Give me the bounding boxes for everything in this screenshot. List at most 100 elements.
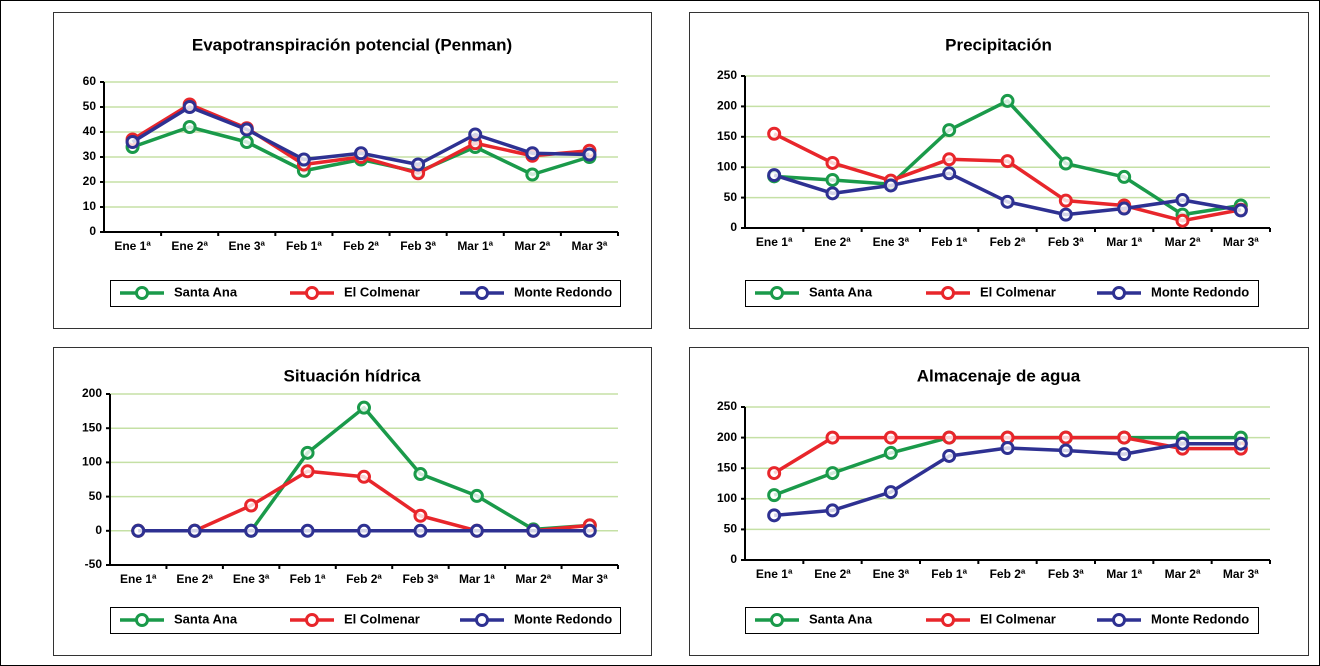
data-point bbox=[468, 127, 483, 142]
legend-marker bbox=[305, 286, 319, 300]
legend-marker bbox=[770, 613, 784, 627]
x-tick-label: Ene 3ª bbox=[873, 235, 910, 249]
legend-marker bbox=[941, 613, 955, 627]
data-point bbox=[413, 508, 428, 523]
x-tick-label: Ene 3ª bbox=[233, 572, 270, 586]
x-tick-label: Feb 2ª bbox=[346, 572, 382, 586]
y-tick-label: 20 bbox=[83, 174, 97, 188]
legend-marker bbox=[770, 286, 784, 300]
legend-marker bbox=[135, 286, 149, 300]
x-tick-label: Ene 3ª bbox=[873, 567, 910, 581]
y-tick-label: 150 bbox=[717, 129, 737, 143]
y-tick-label: 100 bbox=[82, 455, 102, 469]
data-point bbox=[825, 186, 840, 201]
legend-marker bbox=[475, 286, 489, 300]
data-point bbox=[125, 135, 140, 149]
data-point bbox=[244, 498, 259, 513]
legend-label: Monte Redondo bbox=[1151, 611, 1249, 626]
x-tick-label: Feb 3ª bbox=[403, 572, 439, 586]
legend-box bbox=[110, 280, 621, 307]
x-tick-label: Feb 2ª bbox=[343, 239, 379, 253]
data-point bbox=[1175, 213, 1190, 228]
chart-title: Precipitación bbox=[945, 35, 1052, 54]
data-point bbox=[825, 430, 840, 445]
x-tick-label: Mar 2ª bbox=[515, 572, 551, 586]
data-point bbox=[1058, 156, 1073, 171]
data-point bbox=[825, 155, 840, 170]
data-point bbox=[1117, 447, 1132, 462]
data-point bbox=[1175, 436, 1190, 451]
y-tick-label: 10 bbox=[83, 199, 97, 213]
legend-label: El Colmenar bbox=[980, 284, 1056, 299]
y-tick-label: 50 bbox=[83, 99, 97, 113]
data-point bbox=[413, 523, 428, 538]
x-tick-label: Mar 1ª bbox=[1106, 235, 1142, 249]
data-point bbox=[942, 430, 957, 445]
data-point bbox=[244, 523, 259, 538]
data-point bbox=[1117, 169, 1132, 184]
y-tick-label: -50 bbox=[85, 557, 103, 571]
data-point bbox=[296, 152, 311, 167]
data-point bbox=[582, 147, 597, 162]
x-tick-label: Ene 2ª bbox=[814, 235, 851, 249]
y-tick-label: 50 bbox=[89, 489, 103, 503]
data-point bbox=[300, 464, 315, 479]
data-point bbox=[131, 523, 146, 538]
data-point bbox=[526, 523, 541, 538]
legend-label: Santa Ana bbox=[174, 611, 238, 626]
data-point bbox=[357, 469, 371, 484]
data-point bbox=[767, 488, 782, 503]
x-tick-label: Ene 1ª bbox=[756, 567, 793, 581]
legend-label: El Colmenar bbox=[344, 611, 420, 626]
x-tick-label: Mar 2ª bbox=[1165, 567, 1201, 581]
data-point bbox=[1117, 430, 1132, 445]
data-point bbox=[942, 166, 957, 181]
legend-marker bbox=[1112, 286, 1126, 300]
x-tick-label: Ene 1ª bbox=[114, 239, 151, 253]
data-point bbox=[942, 448, 957, 463]
legend-box bbox=[110, 607, 621, 634]
data-point bbox=[182, 120, 197, 134]
legend-box bbox=[745, 280, 1259, 307]
x-tick-label: Feb 1ª bbox=[931, 235, 967, 249]
data-point bbox=[1000, 93, 1015, 108]
chart-box bbox=[53, 347, 652, 656]
x-tick-label: Feb 3ª bbox=[400, 239, 436, 253]
data-point bbox=[1058, 430, 1073, 445]
data-point bbox=[883, 430, 898, 445]
chart-box bbox=[689, 347, 1309, 656]
chart-box bbox=[689, 12, 1309, 329]
legend-label: Monte Redondo bbox=[514, 611, 612, 626]
data-point bbox=[357, 400, 371, 415]
data-point bbox=[1175, 193, 1190, 208]
y-tick-label: 0 bbox=[95, 523, 102, 537]
data-point bbox=[182, 100, 197, 114]
x-tick-label: Ene 3ª bbox=[229, 239, 266, 253]
x-tick-label: Mar 1ª bbox=[457, 239, 493, 253]
data-point bbox=[767, 168, 782, 183]
y-tick-label: 200 bbox=[717, 430, 737, 444]
x-tick-label: Mar 2ª bbox=[1165, 235, 1201, 249]
y-tick-label: 200 bbox=[82, 386, 102, 400]
y-tick-label: 150 bbox=[717, 460, 737, 474]
data-point bbox=[469, 488, 484, 503]
x-tick-label: Mar 3ª bbox=[1223, 567, 1259, 581]
data-point bbox=[883, 178, 898, 193]
x-tick-label: Mar 3ª bbox=[572, 572, 608, 586]
data-point bbox=[525, 167, 540, 182]
data-point bbox=[825, 503, 840, 518]
data-point bbox=[825, 172, 840, 187]
chart-title: Almacenaje de agua bbox=[917, 366, 1081, 385]
data-point bbox=[942, 152, 957, 167]
data-point bbox=[582, 523, 597, 538]
x-tick-label: Ene 2ª bbox=[171, 239, 208, 253]
data-point bbox=[1233, 203, 1248, 218]
chart-title: Situación hídrica bbox=[284, 366, 422, 385]
data-point bbox=[767, 466, 782, 481]
x-tick-label: Ene 2ª bbox=[814, 567, 851, 581]
y-tick-label: 60 bbox=[83, 74, 97, 88]
x-tick-label: Ene 1ª bbox=[756, 235, 793, 249]
x-tick-label: Feb 1ª bbox=[286, 239, 322, 253]
legend-marker bbox=[475, 613, 489, 627]
data-point bbox=[1058, 443, 1073, 458]
